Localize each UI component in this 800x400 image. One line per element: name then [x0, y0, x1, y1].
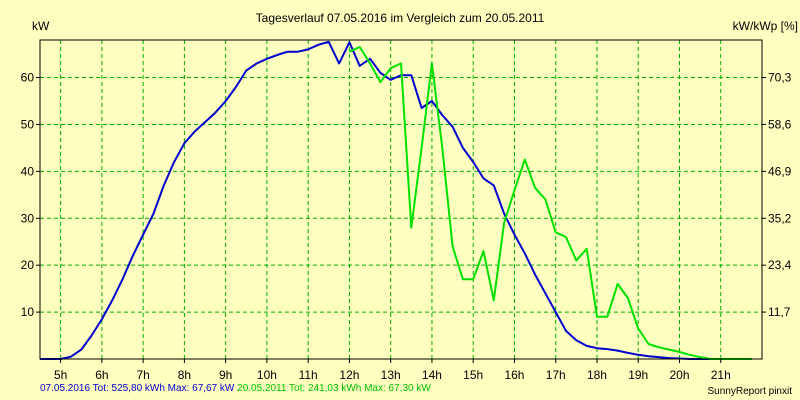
y-left-tick-label: 60: [21, 71, 35, 85]
chart-title: Tagesverlauf 07.05.2016 im Vergleich zum…: [256, 11, 545, 25]
y-right-tick-label: 35,2: [768, 211, 792, 225]
y-right-tick-label: 46,9: [768, 164, 792, 178]
x-tick-label: 15h: [463, 368, 483, 382]
x-tick-label: 10h: [257, 368, 277, 382]
x-tick-label: 18h: [587, 368, 607, 382]
series-layer: [40, 40, 752, 360]
y-left-tick-label: 10: [21, 305, 35, 319]
x-tick-label: 14h: [422, 368, 442, 382]
x-tick-label: 17h: [546, 368, 566, 382]
y-right-tick-label: 70,3: [768, 71, 792, 85]
x-tick-label: 7h: [136, 368, 149, 382]
x-tick-label: 13h: [381, 368, 401, 382]
x-tick-label: 5h: [54, 368, 67, 382]
x-tick-label: 16h: [504, 368, 524, 382]
y-axis-left-label: kW: [32, 19, 50, 33]
x-tick-label: 11h: [299, 368, 318, 382]
legend-series-2011: 20.05.2011 Tot: 241,03 kWh Max: 67,30 kW: [237, 383, 431, 394]
series-line-2: [348, 46, 752, 360]
y-axis-left: 10 20 30 40 50 60: [21, 71, 40, 319]
legend-series-2016: 07.05.2016 Tot: 525,80 kWh Max: 67,67 kW: [40, 383, 235, 394]
x-tick-label: 19h: [628, 368, 648, 382]
x-axis: 5h 6h 7h 8h 9h 10h 11h 12h 13h 14h 15h 16h 17h 18h 19h…: [54, 359, 731, 382]
x-tick-label: 6h: [95, 368, 108, 382]
credit-text: SunnyReport pinxit: [707, 386, 793, 397]
y-right-tick-label: 58,6: [768, 117, 792, 131]
series-line-1: [40, 40, 752, 360]
y-axis-right: 11,7 23,4 35,2 46,9 58,6 70,3: [762, 71, 792, 319]
y-right-tick-label: 23,4: [768, 258, 792, 272]
y-left-tick-label: 20: [21, 258, 35, 272]
y-left-tick-label: 50: [21, 117, 35, 131]
x-tick-label: 9h: [219, 368, 232, 382]
grid: [40, 40, 762, 359]
y-left-tick-label: 40: [21, 164, 35, 178]
x-tick-label: 21h: [711, 368, 731, 382]
y-axis-right-label: kW/kWp [%]: [733, 19, 798, 33]
legend: 07.05.2016 Tot: 525,80 kWh Max: 67,67 kW…: [40, 383, 431, 395]
y-left-tick-label: 30: [21, 211, 35, 225]
plot-frame: [39, 39, 763, 360]
x-tick-label: 8h: [178, 368, 191, 382]
y-right-tick-label: 11,7: [768, 305, 791, 319]
x-tick-label: 12h: [339, 368, 359, 382]
x-tick-label: 20h: [669, 368, 689, 382]
